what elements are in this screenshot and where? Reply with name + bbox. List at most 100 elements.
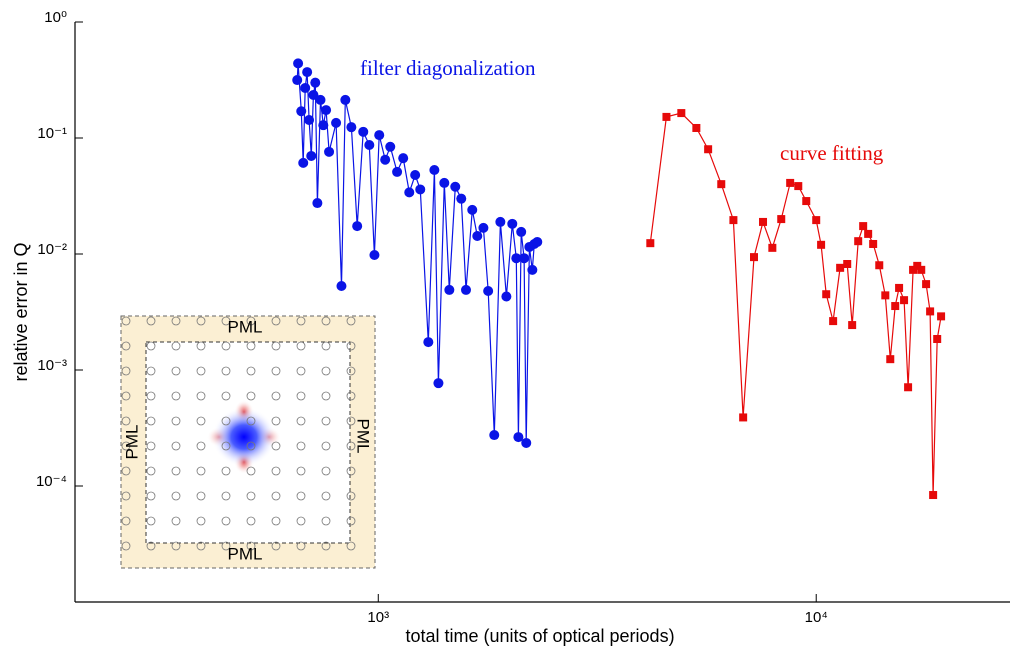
- hole: [296, 516, 306, 526]
- hole: [271, 416, 281, 426]
- hole: [196, 391, 206, 401]
- hole: [171, 366, 181, 376]
- hole: [146, 341, 156, 351]
- marker: [456, 193, 467, 204]
- marker: [729, 216, 738, 225]
- marker: [336, 280, 347, 291]
- hole: [121, 466, 131, 476]
- hole: [296, 491, 306, 501]
- marker: [318, 120, 329, 131]
- marker: [483, 285, 494, 296]
- hole: [171, 516, 181, 526]
- hole: [146, 466, 156, 476]
- hole: [171, 341, 181, 351]
- hole: [221, 466, 231, 476]
- marker: [404, 187, 415, 198]
- hole: [321, 516, 331, 526]
- marker: [937, 312, 946, 321]
- hole: [246, 391, 256, 401]
- series-label: curve fitting: [780, 141, 884, 165]
- hole: [271, 466, 281, 476]
- marker: [444, 284, 455, 295]
- hole: [346, 541, 356, 551]
- hole: [346, 516, 356, 526]
- marker: [478, 222, 489, 233]
- hole: [146, 441, 156, 451]
- hole: [346, 441, 356, 451]
- hole: [246, 366, 256, 376]
- marker: [308, 89, 319, 100]
- hole: [221, 416, 231, 426]
- marker: [398, 153, 409, 164]
- marker: [869, 239, 878, 248]
- hole: [221, 316, 231, 326]
- marker: [298, 157, 309, 168]
- hole: [296, 366, 306, 376]
- hole: [146, 416, 156, 426]
- hole: [121, 366, 131, 376]
- marker: [439, 177, 450, 188]
- hole: [196, 516, 206, 526]
- hole: [146, 316, 156, 326]
- marker: [881, 291, 890, 300]
- hole: [146, 391, 156, 401]
- hole: [246, 341, 256, 351]
- hole: [246, 516, 256, 526]
- hole: [346, 341, 356, 351]
- marker: [929, 491, 938, 500]
- hole: [246, 316, 256, 326]
- marker: [836, 263, 845, 272]
- marker: [794, 182, 803, 191]
- hole: [271, 516, 281, 526]
- hole: [221, 516, 231, 526]
- marker: [374, 130, 385, 141]
- hole: [321, 416, 331, 426]
- marker: [922, 280, 931, 289]
- marker: [519, 253, 530, 264]
- pml-label: PML: [228, 317, 263, 336]
- y-tick-label: 10⁰: [44, 9, 67, 26]
- marker: [489, 430, 500, 441]
- marker: [324, 146, 335, 157]
- hole: [246, 491, 256, 501]
- marker: [385, 141, 396, 152]
- marker: [364, 140, 375, 151]
- marker: [704, 145, 713, 154]
- marker: [527, 264, 538, 275]
- hole: [221, 491, 231, 501]
- marker: [750, 253, 759, 262]
- hole: [271, 441, 281, 451]
- marker: [802, 197, 811, 206]
- marker: [302, 67, 313, 78]
- x-axis-label: total time (units of optical periods): [405, 626, 674, 646]
- marker: [777, 215, 786, 224]
- hole: [171, 466, 181, 476]
- marker: [321, 105, 332, 116]
- hole: [221, 391, 231, 401]
- marker: [717, 180, 726, 189]
- series-line: [296, 63, 538, 444]
- hole: [121, 391, 131, 401]
- field-core: [212, 407, 276, 467]
- marker: [306, 150, 317, 161]
- hole: [271, 366, 281, 376]
- marker: [917, 265, 926, 274]
- hole: [296, 441, 306, 451]
- y-tick-label: 10⁻³: [37, 357, 67, 374]
- hole: [346, 366, 356, 376]
- marker: [817, 240, 826, 249]
- hole: [296, 341, 306, 351]
- marker: [460, 284, 471, 295]
- hole: [321, 341, 331, 351]
- marker: [812, 216, 821, 225]
- marker: [300, 82, 311, 93]
- hole: [221, 441, 231, 451]
- marker: [677, 109, 686, 118]
- hole: [121, 491, 131, 501]
- marker: [450, 181, 461, 192]
- marker: [340, 94, 351, 105]
- marker: [875, 261, 884, 270]
- marker: [900, 296, 909, 305]
- hole: [246, 466, 256, 476]
- hole: [196, 491, 206, 501]
